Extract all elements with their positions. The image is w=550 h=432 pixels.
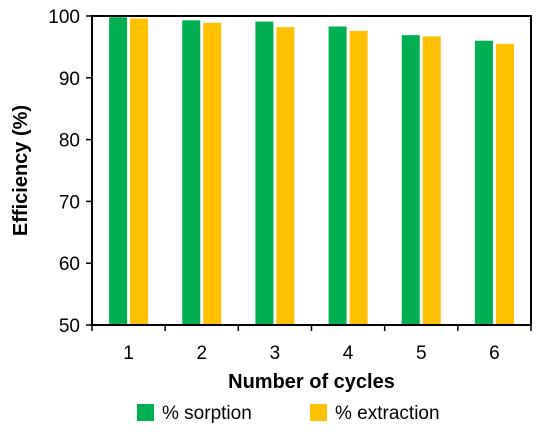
x-tick-label: 3 — [270, 343, 281, 364]
x-tick-label: 1 — [123, 343, 134, 364]
y-tick-label: 100 — [48, 7, 80, 28]
x-tick-label: 5 — [416, 343, 427, 364]
legend-swatch-extraction — [310, 404, 327, 421]
y-tick-label: 90 — [59, 69, 80, 90]
bar-sorption-3 — [255, 21, 274, 325]
bar-sorption-4 — [328, 26, 347, 325]
x-axis-title: Number of cycles — [228, 371, 395, 393]
legend: % sorption % extraction — [137, 403, 440, 424]
x-tick-label: 2 — [196, 343, 207, 364]
bar-sorption-6 — [474, 40, 493, 325]
x-tick-label: 4 — [343, 343, 354, 364]
bar-sorption-2 — [182, 20, 201, 326]
plot-frame — [91, 15, 532, 326]
y-tick-label: 70 — [59, 192, 80, 213]
bar-sorption-5 — [401, 35, 420, 326]
y-tick-label: 60 — [59, 254, 80, 275]
y-tick-label: 80 — [59, 131, 80, 152]
bar-sorption-1 — [109, 17, 128, 326]
bar-extraction-4 — [349, 30, 368, 325]
bar-extraction-3 — [276, 27, 295, 326]
bar-extraction-2 — [203, 22, 222, 325]
x-tick-label: 6 — [489, 343, 500, 364]
legend-label-extraction: % extraction — [335, 403, 440, 424]
bar-extraction-5 — [422, 36, 441, 325]
x-axis-ticks: 1 2 3 4 5 6 — [91, 325, 532, 364]
y-axis-title: Efficiency (%) — [10, 105, 32, 236]
legend-swatch-sorption — [137, 404, 154, 421]
legend-label-sorption: % sorption — [162, 403, 252, 424]
bar-extraction-1 — [130, 18, 149, 326]
y-tick-label: 50 — [59, 316, 80, 337]
bars-layer — [109, 17, 514, 326]
y-axis-ticks: 50 60 70 80 90 100 — [48, 7, 92, 337]
bar-extraction-6 — [495, 43, 514, 326]
